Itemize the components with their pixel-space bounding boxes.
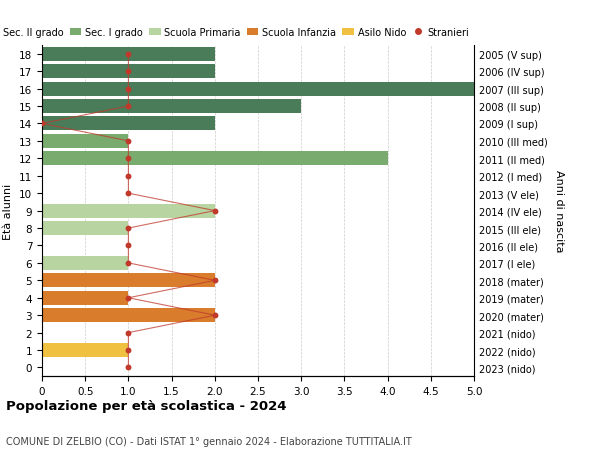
Text: Popolazione per età scolastica - 2024: Popolazione per età scolastica - 2024 xyxy=(6,399,287,412)
Bar xyxy=(42,257,128,270)
Point xyxy=(210,277,220,285)
Point xyxy=(210,312,220,319)
Point xyxy=(124,294,133,302)
Bar xyxy=(42,291,128,305)
Point xyxy=(124,242,133,250)
Bar xyxy=(42,204,215,218)
Point xyxy=(124,173,133,180)
Y-axis label: Anni di nascita: Anni di nascita xyxy=(554,170,564,252)
Text: COMUNE DI ZELBIO (CO) - Dati ISTAT 1° gennaio 2024 - Elaborazione TUTTITALIA.IT: COMUNE DI ZELBIO (CO) - Dati ISTAT 1° ge… xyxy=(6,436,412,446)
Bar xyxy=(42,134,128,149)
Bar xyxy=(42,65,215,79)
Bar xyxy=(42,308,215,323)
Legend: Sec. II grado, Sec. I grado, Scuola Primaria, Scuola Infanzia, Asilo Nido, Stran: Sec. II grado, Sec. I grado, Scuola Prim… xyxy=(0,28,469,38)
Point xyxy=(124,347,133,354)
Point xyxy=(124,190,133,197)
Point xyxy=(124,260,133,267)
Bar xyxy=(42,83,474,96)
Point xyxy=(124,51,133,58)
Point xyxy=(124,68,133,76)
Point xyxy=(124,155,133,162)
Bar xyxy=(42,117,215,131)
Point xyxy=(124,103,133,111)
Point xyxy=(210,207,220,215)
Point xyxy=(124,138,133,145)
Y-axis label: Età alunni: Età alunni xyxy=(4,183,13,239)
Bar xyxy=(42,222,128,235)
Bar xyxy=(42,343,128,357)
Point xyxy=(124,225,133,232)
Point xyxy=(124,364,133,371)
Bar xyxy=(42,100,301,114)
Bar xyxy=(42,152,388,166)
Bar xyxy=(42,48,215,62)
Point xyxy=(37,121,47,128)
Point xyxy=(124,329,133,336)
Point xyxy=(124,86,133,93)
Bar xyxy=(42,274,215,288)
